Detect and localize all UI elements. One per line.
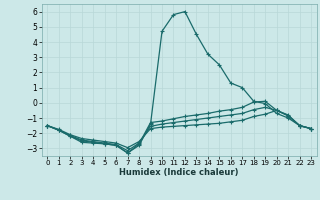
X-axis label: Humidex (Indice chaleur): Humidex (Indice chaleur) xyxy=(119,168,239,177)
